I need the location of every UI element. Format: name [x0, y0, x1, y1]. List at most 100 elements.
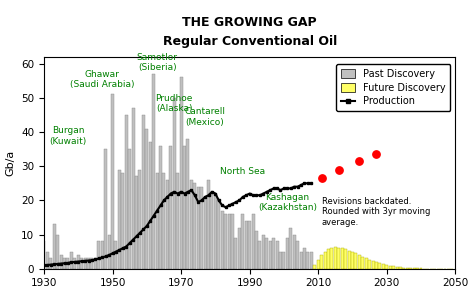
Bar: [207, 180, 210, 269]
Bar: [63, 258, 66, 269]
Bar: [351, 252, 354, 269]
Bar: [70, 252, 73, 269]
Bar: [210, 193, 213, 269]
Bar: [43, 241, 46, 269]
Bar: [265, 238, 268, 269]
Bar: [307, 252, 310, 269]
Legend: Past Discovery, Future Discovery, Production: Past Discovery, Future Discovery, Produc…: [336, 64, 450, 111]
Bar: [56, 235, 59, 269]
Bar: [235, 238, 237, 269]
Bar: [378, 263, 382, 269]
Bar: [197, 187, 200, 269]
Bar: [149, 142, 152, 269]
Bar: [399, 267, 402, 269]
Bar: [385, 265, 388, 269]
Bar: [258, 241, 261, 269]
Bar: [289, 228, 292, 269]
Bar: [324, 252, 327, 269]
Text: North Sea: North Sea: [220, 168, 265, 176]
Bar: [396, 267, 399, 269]
Bar: [138, 170, 141, 269]
Bar: [183, 146, 186, 269]
Bar: [91, 258, 93, 269]
Bar: [310, 252, 313, 269]
Point: [335, 167, 343, 172]
Bar: [269, 241, 272, 269]
Bar: [293, 235, 296, 269]
Point: [356, 159, 363, 163]
Bar: [413, 268, 416, 269]
Bar: [135, 176, 138, 269]
Y-axis label: Gb/a: Gb/a: [6, 150, 16, 176]
Bar: [372, 261, 374, 269]
Bar: [111, 94, 114, 269]
Bar: [125, 115, 128, 269]
Bar: [163, 173, 165, 269]
Bar: [262, 235, 265, 269]
Bar: [361, 257, 364, 269]
Bar: [166, 180, 169, 269]
Bar: [313, 265, 316, 269]
Bar: [334, 247, 337, 269]
Bar: [272, 238, 275, 269]
Bar: [337, 248, 340, 269]
Bar: [80, 258, 83, 269]
Bar: [406, 268, 409, 269]
Bar: [241, 214, 244, 269]
Bar: [128, 149, 131, 269]
Bar: [87, 258, 90, 269]
Bar: [97, 241, 100, 269]
Bar: [245, 221, 248, 269]
Bar: [132, 108, 135, 269]
Bar: [248, 221, 251, 269]
Bar: [279, 252, 282, 269]
Bar: [300, 252, 302, 269]
Text: Revisions backdated.
Rounded with 3yr moving
average.: Revisions backdated. Rounded with 3yr mo…: [322, 197, 430, 227]
Bar: [409, 268, 412, 269]
Bar: [238, 228, 241, 269]
Bar: [73, 258, 76, 269]
Bar: [173, 98, 176, 269]
Bar: [218, 201, 220, 269]
Bar: [60, 255, 63, 269]
Point: [318, 176, 326, 181]
Bar: [204, 197, 207, 269]
Bar: [146, 128, 148, 269]
Bar: [49, 258, 52, 269]
Bar: [275, 241, 279, 269]
Bar: [46, 252, 49, 269]
Bar: [358, 255, 361, 269]
Bar: [104, 149, 107, 269]
Bar: [344, 249, 347, 269]
Bar: [355, 253, 357, 269]
Bar: [53, 224, 56, 269]
Bar: [402, 268, 405, 269]
Bar: [108, 235, 110, 269]
Bar: [224, 214, 227, 269]
Bar: [66, 258, 69, 269]
Bar: [296, 241, 299, 269]
Bar: [341, 248, 344, 269]
Bar: [389, 266, 392, 269]
Point: [373, 152, 380, 157]
Bar: [77, 255, 80, 269]
Text: Samotlor
(Siberia): Samotlor (Siberia): [137, 53, 178, 72]
Bar: [101, 241, 104, 269]
Text: Prudhoe
(Alaska): Prudhoe (Alaska): [155, 94, 193, 113]
Bar: [303, 248, 306, 269]
Bar: [368, 260, 371, 269]
Bar: [94, 258, 97, 269]
Bar: [142, 115, 145, 269]
Bar: [83, 258, 87, 269]
Bar: [382, 264, 385, 269]
Text: Kashagan
(Kazakhstan): Kashagan (Kazakhstan): [258, 193, 317, 212]
Bar: [317, 260, 319, 269]
Bar: [228, 214, 230, 269]
Text: Cantarell
(Mexico): Cantarell (Mexico): [184, 108, 226, 127]
Bar: [347, 250, 350, 269]
Text: Regular Conventional Oil: Regular Conventional Oil: [163, 35, 337, 48]
Bar: [115, 241, 118, 269]
Bar: [252, 214, 255, 269]
Bar: [330, 248, 333, 269]
Bar: [118, 170, 121, 269]
